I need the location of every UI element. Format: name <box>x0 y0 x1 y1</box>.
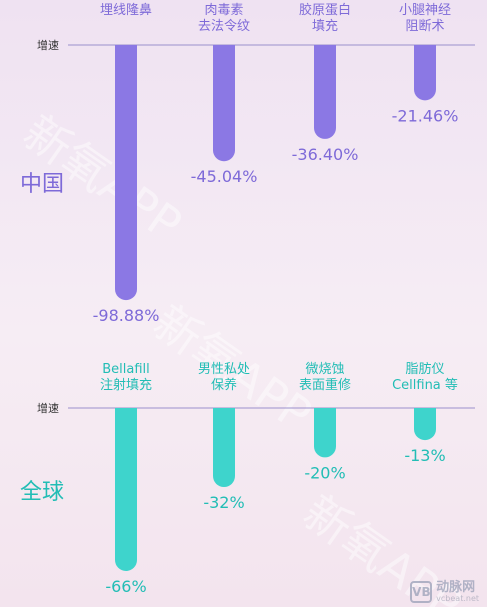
bar <box>314 408 336 458</box>
bar <box>213 408 235 488</box>
category-label-line: 保养 <box>211 377 237 393</box>
category-label-line: 注射填充 <box>100 377 152 393</box>
category-label-line: 微烧蚀 <box>305 362 344 377</box>
logo-name: 动脉网 <box>436 580 476 595</box>
category-label: 男性私处保养 <box>198 362 250 393</box>
value-label: -21.46% <box>392 106 459 125</box>
category-label-line: 脂肪仪 <box>405 361 444 377</box>
value-label: -20% <box>304 463 345 482</box>
category-label-line: Cellfina 等 <box>392 377 458 393</box>
category-label-line: 埋线隆鼻 <box>100 2 152 18</box>
category-label: 胶原蛋白填充 <box>299 2 351 34</box>
category-label-line: 阻断术 <box>405 19 444 34</box>
bar <box>115 45 137 301</box>
category-label-line: 男性私处 <box>198 362 250 377</box>
category-label: 微烧蚀表面重修 <box>299 362 351 393</box>
logo-site: vcbeat.net <box>436 594 479 603</box>
value-label: -98.88% <box>93 306 160 325</box>
value-label: -36.40% <box>292 145 359 164</box>
logo-badge: VB <box>410 581 433 603</box>
category-label: 小腿神经阻断术 <box>399 3 451 34</box>
bar <box>314 45 336 139</box>
axis-label: 增速 <box>37 401 59 415</box>
category-label-line: 填充 <box>312 18 338 34</box>
category-label-line: 去法令纹 <box>198 19 250 34</box>
bar <box>414 45 436 101</box>
value-label: -13% <box>404 446 445 465</box>
value-label: -32% <box>203 493 244 512</box>
region-label: 中国 <box>20 172 64 197</box>
axis-label: 增速 <box>37 38 59 52</box>
category-label: Bellafill 注射填充 <box>100 362 152 393</box>
bar <box>414 408 436 441</box>
value-label: -45.04% <box>191 167 258 186</box>
category-label: 脂肪仪 Cellfina 等 <box>392 361 458 393</box>
value-label: -66% <box>105 577 146 596</box>
bar <box>213 45 235 162</box>
category-label: 埋线隆鼻 <box>100 2 152 18</box>
category-label-line: 胶原蛋白 <box>299 2 351 18</box>
bar <box>115 408 137 572</box>
category-label-line: Bellafill <box>102 362 150 377</box>
category-label-line: 表面重修 <box>299 377 351 393</box>
chart-panels: 增速中国-98.88%埋线隆鼻-45.04%肉毒素去法令纹-36.40%胶原蛋白… <box>20 2 475 596</box>
category-label-line: 肉毒素 <box>204 3 243 18</box>
category-label-line: 小腿神经 <box>399 3 451 18</box>
vcbeat-logo: VB 动脉网 vcbeat.net <box>410 581 479 603</box>
category-label: 肉毒素去法令纹 <box>198 3 250 34</box>
region-label: 全球 <box>20 480 64 505</box>
